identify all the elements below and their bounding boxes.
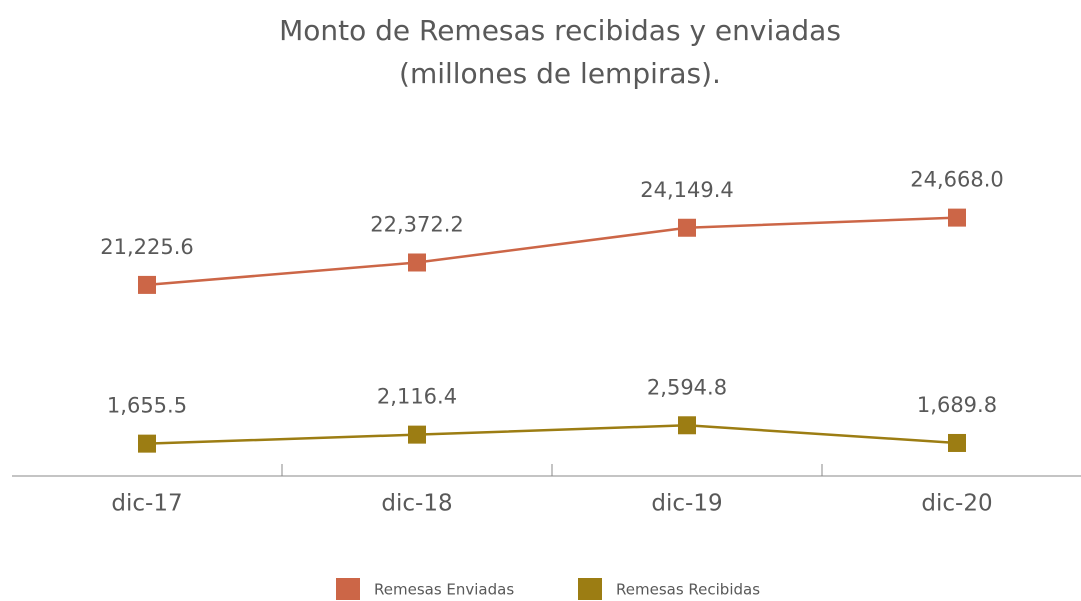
data-label: 24,668.0 (910, 168, 1004, 192)
data-label: 2,594.8 (647, 375, 727, 399)
x-tick-label: dic-19 (651, 491, 722, 517)
x-tick-label: dic-20 (921, 491, 992, 517)
legend-swatch (578, 578, 602, 600)
marker (408, 253, 426, 272)
x-tick-label: dic-18 (381, 491, 452, 517)
marker (678, 416, 696, 435)
data-label: 2,116.4 (377, 385, 457, 409)
legend-swatch (336, 578, 360, 600)
marker (138, 275, 156, 294)
chart-title: Monto de Remesas recibidas y enviadas (279, 14, 841, 47)
data-label: 1,689.8 (917, 393, 997, 417)
marker (138, 434, 156, 453)
series-line (146, 424, 958, 445)
marker (678, 218, 696, 237)
data-label: 1,655.5 (107, 394, 187, 418)
legend-label: Remesas Recibidas (616, 581, 760, 599)
data-label: 24,149.4 (640, 178, 734, 202)
data-label: 21,225.6 (100, 235, 194, 259)
x-tick-label: dic-17 (111, 491, 182, 517)
marker (408, 425, 426, 444)
legend-label: Remesas Enviadas (374, 581, 514, 599)
marker (948, 208, 966, 227)
data-label: 22,372.2 (370, 212, 464, 236)
series-line (146, 216, 958, 287)
marker (948, 433, 966, 452)
chart-title: (millones de lempiras). (399, 57, 721, 90)
